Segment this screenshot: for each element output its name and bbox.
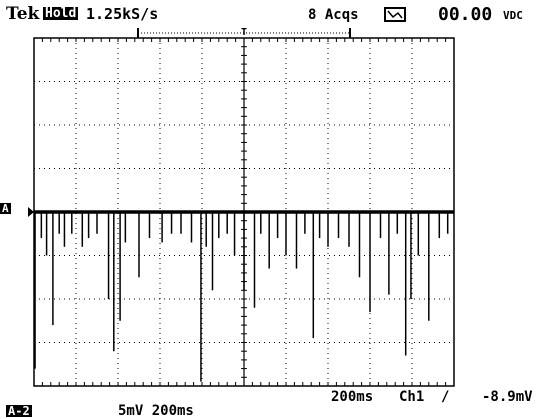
- hold-badge[interactable]: Hold: [43, 6, 79, 21]
- channel-a-marker[interactable]: A: [0, 202, 11, 215]
- voltage-readout: 00.00: [438, 4, 493, 25]
- ground-reference-arrow: [28, 207, 34, 217]
- timebase-bracket: T: [137, 27, 351, 38]
- trigger-level: -8.9mV: [482, 389, 533, 405]
- sample-rate: 1.25kS/s: [86, 5, 159, 23]
- trigger-position-marker: T: [241, 27, 247, 38]
- trigger-channel: Ch1: [399, 389, 425, 405]
- voltage-unit: VDC: [503, 9, 523, 22]
- channel-a2-badge[interactable]: A-2: [6, 404, 32, 418]
- timebase-readout: 200ms: [331, 389, 374, 405]
- brand-label: Tek: [6, 4, 40, 24]
- trigger-slope-icon: /: [441, 389, 450, 405]
- acquisition-count: 8 Acqs: [308, 7, 359, 23]
- scale-readout: 5mV 200ms: [118, 403, 194, 419]
- graticule: [33, 37, 455, 387]
- waveform-trace: [28, 207, 454, 382]
- envelope-icon: [384, 7, 406, 22]
